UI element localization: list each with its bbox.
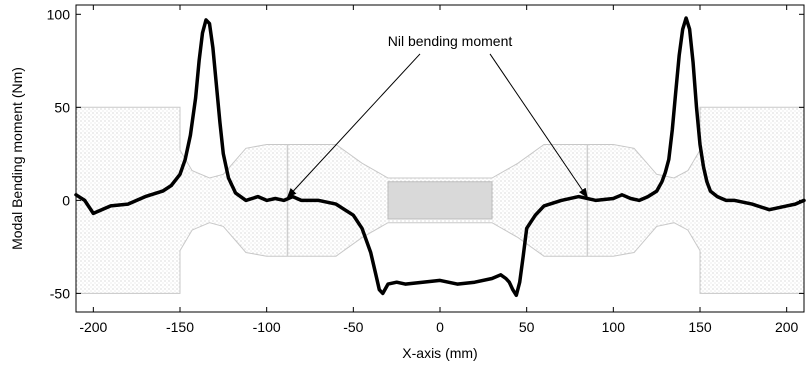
- series-layer: [74, 16, 806, 298]
- x-tick-label: -100: [253, 319, 281, 335]
- x-tick-label: 100: [602, 319, 626, 335]
- y-tick-label: 50: [54, 99, 70, 115]
- x-tick-label: -50: [343, 319, 363, 335]
- x-tick-label: -200: [79, 319, 107, 335]
- annotation-layer: Nil bending moment: [286, 33, 588, 199]
- bending-moment-line: [74, 16, 806, 298]
- y-tick-label: 100: [47, 6, 71, 22]
- x-tick-label: 150: [688, 319, 712, 335]
- mesh-background: [75, 106, 805, 294]
- y-axis-title: Modal Bending moment (Nm): [9, 67, 25, 250]
- annotation-label: Nil bending moment: [388, 33, 513, 49]
- x-tick-label: 0: [436, 319, 444, 335]
- x-tick-label: 50: [519, 319, 535, 335]
- x-tick-label: -150: [166, 319, 194, 335]
- axis-ticks: -200 -150 -100 -50 0 50 100 150 200 -50 0 50 100: [47, 5, 804, 335]
- x-tick-label: 200: [775, 319, 799, 335]
- annotation-arrow: [489, 53, 588, 199]
- mesh-center-section: [387, 181, 493, 220]
- annotation-arrow: [286, 53, 421, 199]
- y-tick-label: -50: [50, 285, 70, 301]
- x-axis-title: X-axis (mm): [402, 345, 477, 361]
- y-tick-label: 0: [62, 192, 70, 208]
